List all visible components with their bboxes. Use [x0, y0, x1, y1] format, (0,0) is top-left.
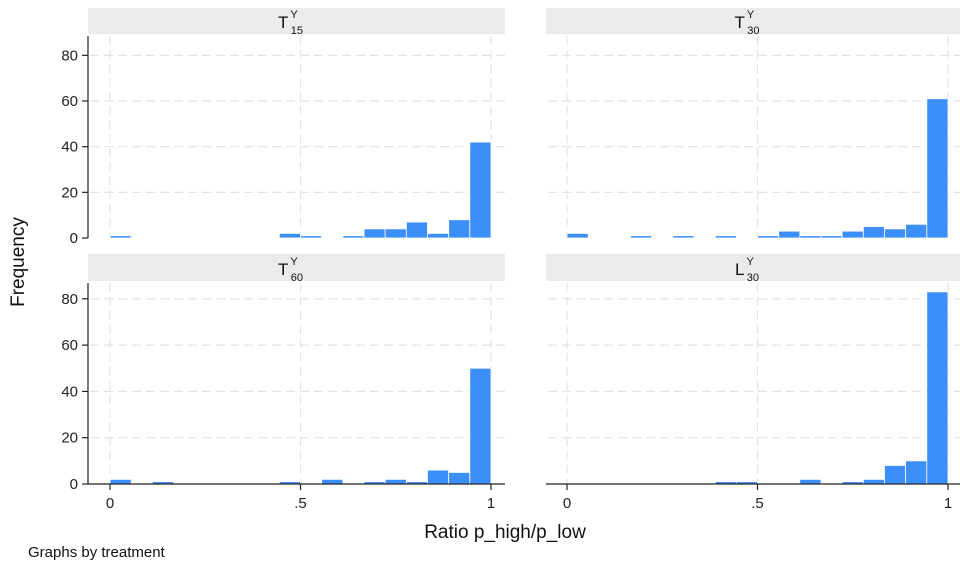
- histogram-bar: [841, 230, 864, 239]
- histogram-bar: [862, 226, 885, 239]
- histogram-bar: [300, 235, 323, 239]
- y-tick-label: 20: [61, 184, 78, 201]
- panel-title-base: T: [278, 13, 288, 32]
- panel-2: T Y 30: [546, 8, 960, 239]
- histogram-bar: [448, 472, 471, 485]
- y-axis-title: Frequency: [8, 217, 29, 307]
- y-tick-label: 40: [61, 139, 78, 156]
- panel-strip: [88, 254, 505, 281]
- y-tick-label: 60: [61, 93, 78, 110]
- panel-title-sub: 30: [747, 272, 759, 284]
- histogram-bar: [384, 478, 407, 485]
- panel-title: L Y 30: [735, 256, 759, 284]
- histogram-bar: [278, 233, 301, 239]
- histogram-bar: [448, 219, 471, 239]
- histogram-bar: [778, 230, 801, 239]
- panel-title-base: T: [735, 13, 745, 32]
- panel-title-sup: Y: [290, 256, 298, 268]
- panel-title-base: L: [735, 260, 744, 279]
- panel-strip: [546, 8, 960, 34]
- panel-title-sup: Y: [747, 9, 755, 21]
- x-tick-label: 1: [944, 495, 952, 512]
- y-tick-label: 0: [70, 476, 78, 493]
- histogram-bar: [630, 235, 653, 239]
- histogram-bar: [714, 235, 737, 239]
- histogram-bar: [862, 478, 885, 485]
- x-tick-label: .5: [294, 495, 307, 512]
- panel-title: T Y 30: [735, 9, 760, 37]
- x-tick-label: 1: [487, 495, 495, 512]
- histogram-bar: [469, 367, 492, 485]
- histogram-bar: [469, 141, 492, 239]
- histogram-bar: [884, 228, 907, 239]
- y-tick-label: 80: [61, 47, 78, 64]
- histogram-bar: [672, 235, 695, 239]
- histogram-bar: [384, 228, 407, 239]
- panel-3: T Y 60 0 20 40 60 80 0 .5 1: [61, 254, 505, 512]
- histogram-bar: [427, 233, 450, 239]
- panel-title-sub: 15: [291, 25, 303, 37]
- panel-title-sub: 60: [291, 272, 303, 284]
- panel-title-sup: Y: [290, 9, 298, 21]
- histogram-bar: [427, 469, 450, 485]
- histogram-bar: [905, 223, 928, 239]
- histogram-bar: [321, 478, 344, 485]
- histogram-bar: [926, 98, 949, 239]
- y-tick-label: 80: [61, 291, 78, 308]
- panel-title-base: T: [278, 260, 288, 279]
- histogram-bar: [799, 235, 822, 239]
- x-tick-label: 0: [106, 495, 114, 512]
- x-axis-title: Ratio p_high/p_low: [424, 522, 586, 543]
- histogram-bar: [757, 235, 780, 239]
- panel-title-sup: Y: [746, 256, 754, 268]
- histogram-bar: [884, 465, 907, 485]
- x-tick-label: 0: [563, 495, 571, 512]
- y-tick-label: 60: [61, 337, 78, 354]
- y-tick-label: 20: [61, 430, 78, 447]
- y-tick-label: 40: [61, 383, 78, 400]
- histogram-bar: [109, 235, 132, 239]
- panel-title-sub: 30: [747, 25, 759, 37]
- panel-1: T Y 15 0 20 40 60 80: [61, 8, 505, 247]
- histogram-bar: [566, 233, 589, 239]
- y-tick-label: 0: [70, 230, 78, 247]
- panel-strip: [88, 8, 505, 34]
- histogram-bar: [342, 235, 365, 239]
- histogram-bar: [905, 460, 928, 485]
- graphs-by-note: Graphs by treatment: [28, 544, 165, 561]
- histogram-bar: [109, 478, 132, 485]
- panel-strip: [546, 254, 960, 281]
- panel-title: T Y 60: [278, 256, 303, 284]
- panel-4: L Y 30 0 .5 1: [546, 254, 960, 512]
- histogram-bar: [820, 235, 843, 239]
- histogram-bar: [799, 478, 822, 485]
- histogram-bar: [926, 291, 949, 485]
- panel-title: T Y 15: [278, 9, 303, 37]
- x-tick-label: .5: [751, 495, 764, 512]
- histogram-bar: [363, 228, 386, 239]
- histogram-bar: [405, 221, 428, 239]
